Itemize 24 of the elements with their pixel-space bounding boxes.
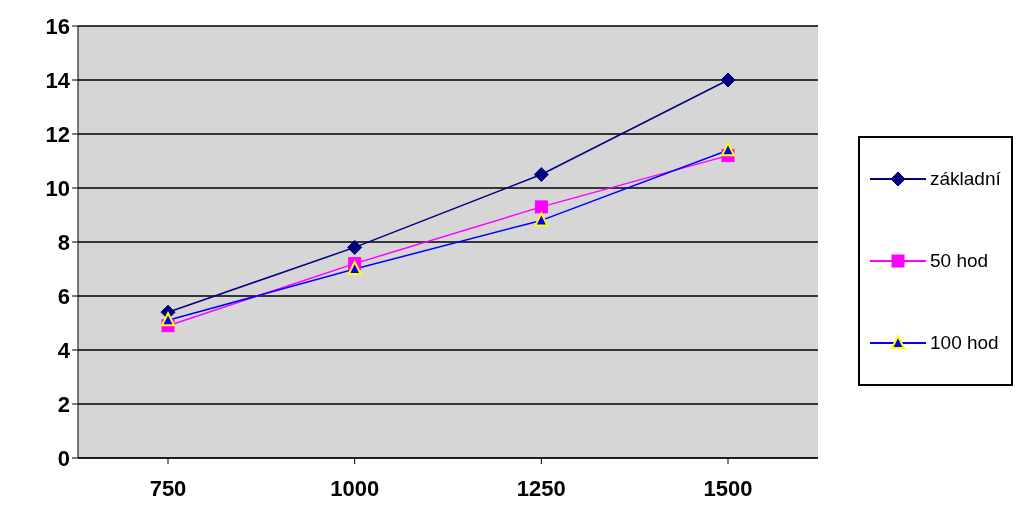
y-tick-label: 14 [45, 67, 71, 93]
point [161, 312, 175, 327]
legend-label: 100 hod [930, 331, 999, 354]
y-tick-label: 10 [45, 175, 70, 201]
legend-label: základní [930, 167, 1001, 190]
point [534, 212, 549, 227]
x-tick-label: 1000 [330, 475, 380, 501]
x-tick-label: 1250 [516, 475, 566, 501]
point [533, 167, 549, 182]
y-tick-label: 16 [45, 13, 70, 39]
legend-label: 50 hod [930, 249, 989, 272]
x-tick-label: 1500 [703, 475, 753, 501]
point [347, 261, 362, 275]
y-tick-label: 6 [57, 283, 70, 309]
point [720, 72, 736, 88]
y-tick-label: 2 [57, 391, 70, 417]
y-tick-label: 4 [57, 337, 71, 363]
point [347, 239, 363, 255]
point [534, 200, 548, 214]
point [721, 142, 735, 157]
y-tick-label: 0 [57, 445, 70, 471]
x-tick-label: 750 [149, 475, 187, 501]
y-tick-label: 12 [45, 121, 70, 147]
y-tick-label: 8 [57, 229, 70, 255]
